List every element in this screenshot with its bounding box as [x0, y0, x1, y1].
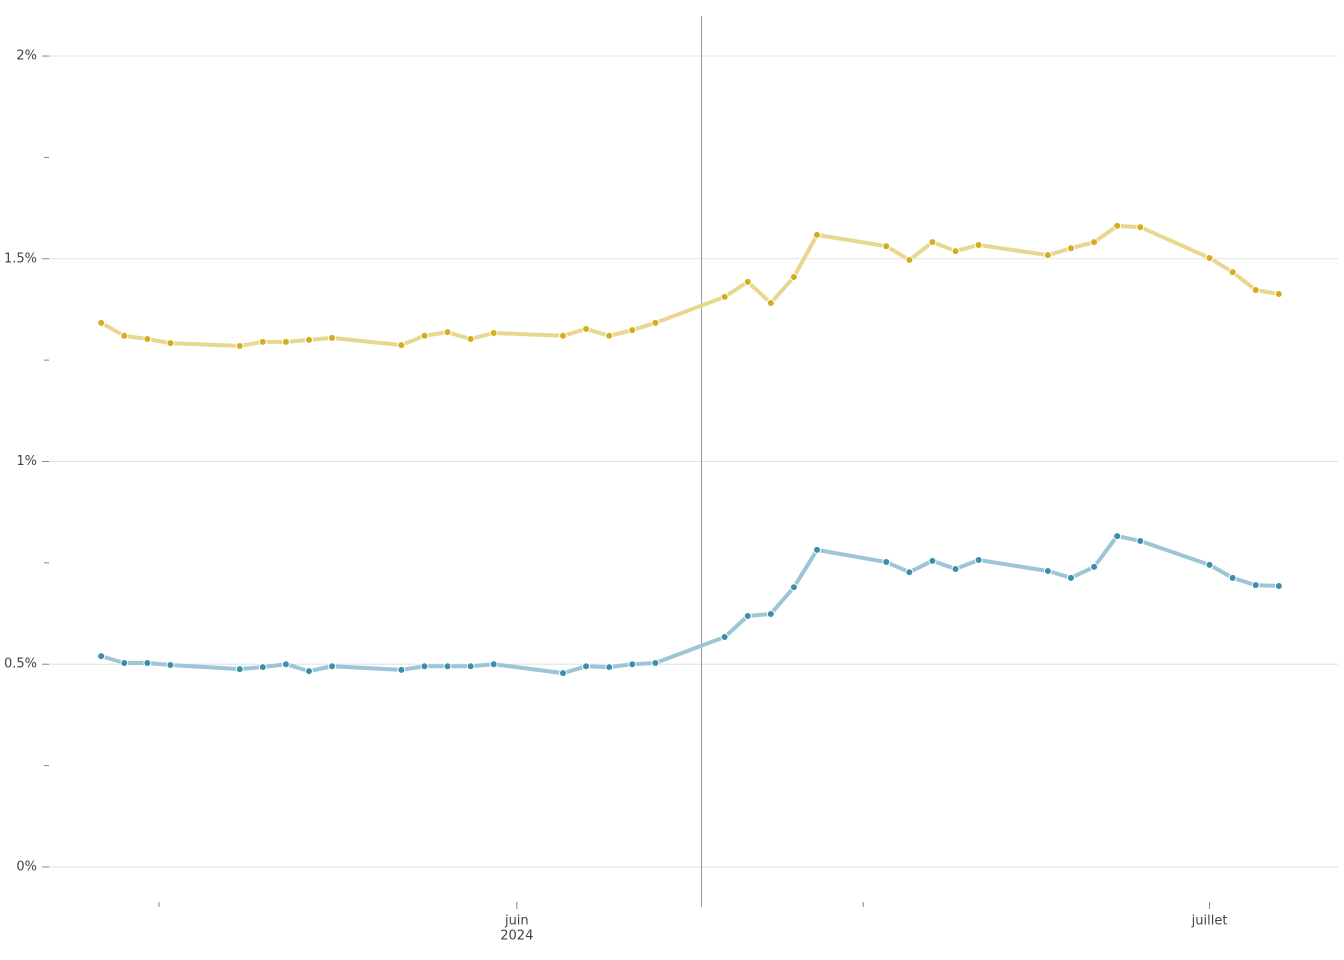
point	[143, 659, 152, 668]
point	[974, 240, 983, 249]
point	[651, 318, 660, 327]
series-line	[100, 534, 1279, 676]
y-tick-label: 0%	[16, 859, 37, 874]
point	[466, 335, 475, 344]
point	[951, 247, 960, 256]
point	[789, 583, 798, 592]
point	[166, 339, 175, 348]
point	[328, 662, 337, 671]
x-tick-label: juillet	[1191, 914, 1228, 929]
point	[605, 663, 614, 672]
point	[743, 611, 752, 620]
point	[1205, 253, 1214, 262]
point	[328, 333, 337, 342]
point	[281, 337, 290, 346]
point	[559, 331, 567, 340]
point	[1228, 268, 1237, 277]
point	[397, 665, 406, 674]
x-tick-label: juin	[504, 914, 529, 929]
point	[1228, 573, 1237, 582]
point	[97, 318, 106, 327]
y-tick-label: 1%	[16, 454, 37, 469]
point	[489, 328, 498, 337]
point	[166, 661, 175, 670]
series-line	[100, 223, 1280, 348]
point	[305, 667, 313, 676]
point	[1067, 244, 1075, 253]
point	[443, 328, 452, 337]
point	[882, 242, 891, 251]
point	[97, 652, 106, 661]
point	[1090, 238, 1099, 247]
point	[1251, 285, 1260, 294]
point	[397, 341, 406, 350]
point	[1113, 532, 1122, 541]
point	[905, 255, 914, 264]
point	[120, 659, 129, 668]
point	[235, 665, 244, 674]
point	[143, 335, 152, 344]
y-tick-label: 1.5%	[4, 251, 37, 266]
point	[628, 660, 637, 669]
point	[1090, 562, 1099, 571]
point	[928, 556, 937, 565]
point	[720, 633, 729, 642]
y-tick-label: 0.5%	[4, 657, 37, 672]
point	[951, 564, 960, 573]
point	[258, 337, 267, 346]
point	[1136, 536, 1145, 545]
point	[1113, 221, 1122, 230]
point	[882, 558, 891, 567]
point	[466, 662, 475, 671]
point	[559, 669, 567, 678]
point	[813, 230, 821, 239]
y-tick-label: 2%	[16, 49, 37, 64]
point	[1251, 581, 1260, 590]
point	[766, 609, 775, 618]
point	[1043, 566, 1052, 575]
point	[120, 331, 129, 340]
point	[582, 324, 591, 333]
point	[420, 662, 429, 671]
point	[974, 556, 983, 565]
point	[305, 335, 313, 344]
point	[582, 662, 591, 671]
point	[720, 292, 729, 301]
point	[651, 659, 660, 668]
point	[813, 545, 821, 554]
point	[489, 660, 498, 669]
point	[905, 568, 914, 577]
point	[605, 331, 614, 340]
point	[443, 662, 452, 671]
point	[281, 660, 290, 669]
x-tick-label: 2024	[500, 929, 533, 944]
point	[628, 326, 637, 335]
point	[1274, 581, 1283, 590]
point	[766, 298, 775, 307]
point	[235, 341, 244, 350]
point	[1043, 251, 1052, 260]
point	[1274, 290, 1283, 299]
point	[1205, 560, 1214, 569]
point	[258, 663, 267, 672]
point	[1136, 223, 1145, 232]
point	[743, 277, 752, 286]
point	[928, 238, 937, 247]
point	[420, 331, 429, 340]
point	[1067, 573, 1075, 582]
point	[789, 273, 798, 282]
